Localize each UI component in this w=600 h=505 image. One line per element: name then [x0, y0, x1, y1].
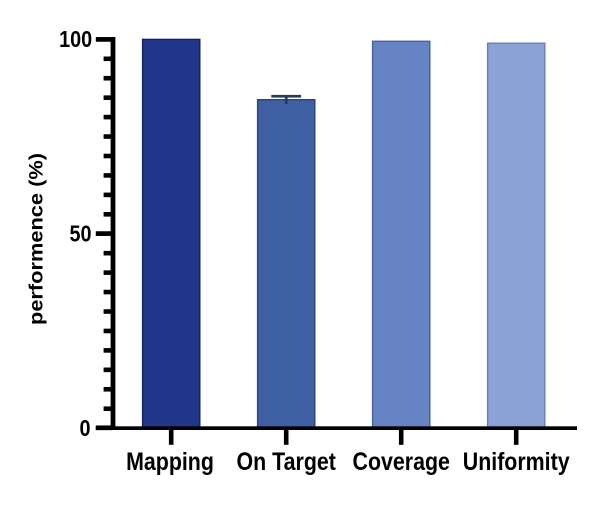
svg-text:Coverage: Coverage	[353, 448, 451, 476]
svg-text:Mapping: Mapping	[126, 448, 214, 476]
svg-text:50: 50	[69, 221, 91, 247]
svg-text:On Target: On Target	[237, 448, 337, 476]
svg-text:Uniformity: Uniformity	[463, 448, 570, 476]
svg-text:0: 0	[79, 416, 90, 442]
svg-text:100: 100	[59, 26, 92, 52]
svg-text:performence (%): performence (%)	[25, 153, 47, 325]
